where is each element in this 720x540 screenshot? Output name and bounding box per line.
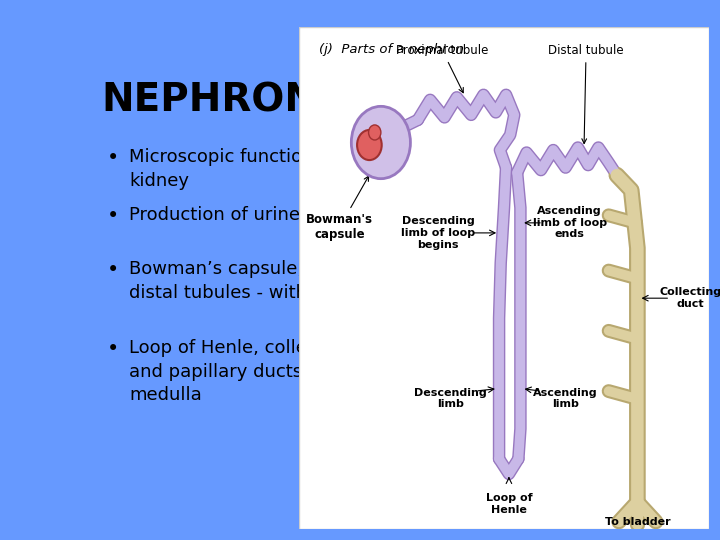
Text: Loop of
Henle: Loop of Henle (485, 493, 532, 515)
Text: Microscopic functional unit of the
kidney: Microscopic functional unit of the kidne… (129, 148, 428, 190)
Text: Collecting
duct: Collecting duct (660, 287, 720, 309)
Text: Proximal tubule: Proximal tubule (396, 44, 489, 93)
Text: Ascending
limb of loop
ends: Ascending limb of loop ends (533, 206, 607, 239)
Circle shape (357, 130, 382, 160)
Text: Descending
limb of loop
begins: Descending limb of loop begins (401, 217, 475, 249)
Text: Production of urine: Production of urine (129, 206, 300, 224)
Circle shape (369, 125, 381, 140)
Text: To bladder: To bladder (605, 517, 670, 526)
Text: Descending
limb: Descending limb (414, 388, 487, 409)
Text: •: • (107, 339, 119, 359)
Text: •: • (107, 148, 119, 168)
Text: (j)  Parts of a nephron: (j) Parts of a nephron (320, 43, 464, 56)
Text: Distal tubule: Distal tubule (548, 44, 624, 144)
Circle shape (351, 106, 410, 179)
Text: •: • (107, 206, 119, 226)
Text: •: • (107, 260, 119, 280)
Text: Loop of Henle, collecting ducts,
and papillary ducts - within renal
medulla: Loop of Henle, collecting ducts, and pap… (129, 339, 426, 404)
Text: Bowman’s capsule, proximal and
distal tubules - within renal cortex: Bowman’s capsule, proximal and distal tu… (129, 260, 438, 302)
Text: Ascending
limb: Ascending limb (534, 388, 598, 409)
Text: NEPHRON: NEPHRON (101, 82, 317, 119)
Text: Bowman's
capsule: Bowman's capsule (306, 176, 374, 241)
